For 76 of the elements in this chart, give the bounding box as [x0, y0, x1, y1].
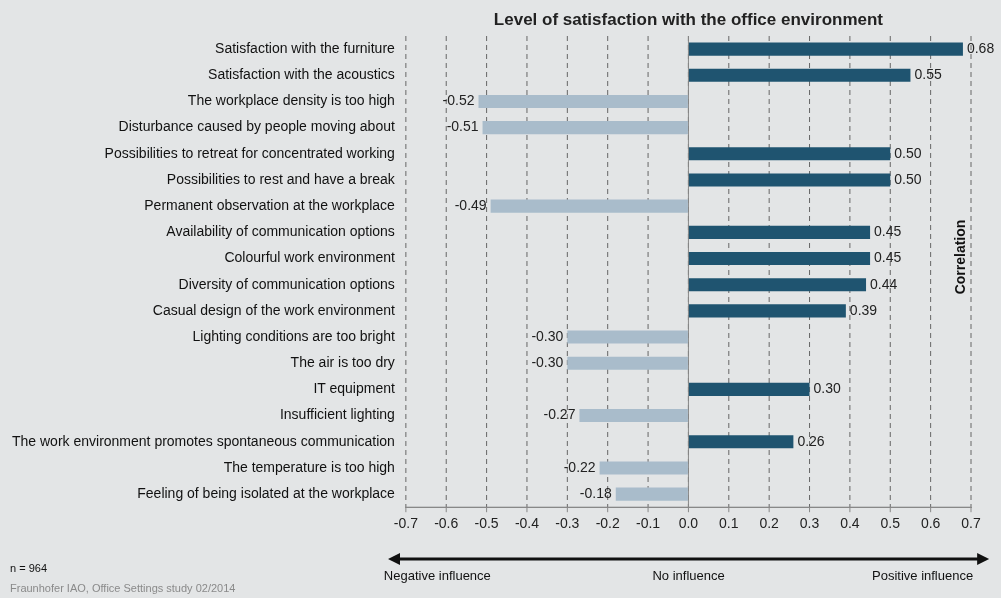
bar — [688, 173, 891, 187]
text: Positive influence — [872, 568, 974, 584]
x-tick-label: -0.7 — [393, 515, 419, 532]
y-tick-label: The workplace density is too high — [187, 92, 395, 109]
bar — [688, 304, 846, 318]
data-label: 0.44 — [870, 275, 898, 292]
bar — [688, 382, 810, 396]
y-tick-label: The temperature is too high — [223, 458, 395, 475]
bar — [567, 330, 688, 344]
data-label: -0.52 — [442, 92, 475, 109]
bar — [688, 42, 963, 56]
bar — [567, 356, 688, 370]
bar — [688, 278, 867, 292]
data-label: 0.30 — [813, 380, 841, 397]
data-label: 0.45 — [874, 223, 902, 240]
data-label: 0.55 — [914, 66, 942, 83]
data-label: -0.30 — [531, 354, 564, 371]
text: No influence — [652, 568, 725, 584]
chart-title: Level of satisfaction with the office environment — [493, 9, 884, 29]
bar — [478, 94, 688, 108]
bar — [482, 121, 688, 135]
x-tick-label: 0.4 — [840, 515, 860, 532]
annotation: Correlation — [952, 219, 969, 297]
bar — [688, 147, 891, 161]
y-tick-label: Insufficient lighting — [279, 406, 395, 423]
x-tick-label: -0.2 — [595, 515, 620, 532]
y-tick-label: Permanent observation at the workplace — [144, 197, 396, 214]
bar — [599, 461, 688, 475]
bar — [688, 225, 871, 239]
y-tick-label: Colourful work environment — [224, 249, 395, 266]
bar — [490, 199, 688, 213]
y-tick-label: Possibilities to retreat for concentrated working — [104, 144, 395, 161]
bar — [579, 409, 688, 423]
x-tick-label: -0.6 — [434, 515, 459, 532]
y-tick-label: The work environment promotes spontaneous communication — [11, 432, 395, 449]
data-label: -0.49 — [454, 197, 487, 214]
data-label: 0.50 — [894, 170, 922, 187]
data-label: -0.22 — [563, 458, 596, 475]
y-tick-label: Availability of communication options — [166, 223, 395, 240]
x-tick-label: 0.1 — [719, 515, 739, 532]
y-tick-label: Possibilities to rest and have a break — [166, 170, 396, 187]
x-tick-label: 0.7 — [961, 515, 981, 532]
x-tick-label: -0.1 — [636, 515, 661, 532]
y-tick-label: Disturbance caused by people moving about — [118, 118, 395, 135]
data-label: 0.50 — [894, 144, 922, 161]
data-label: 0.26 — [797, 432, 825, 449]
x-tick-label: 0.3 — [799, 515, 820, 532]
x-tick-label: -0.4 — [514, 515, 540, 532]
y-tick-label: Casual design of the work environment — [152, 301, 395, 318]
data-label: -0.30 — [531, 327, 564, 344]
y-tick-label: Satisfaction with the furniture — [215, 39, 396, 56]
x-tick-label: -0.5 — [474, 515, 499, 532]
y-tick-label: Satisfaction with the acoustics — [208, 66, 395, 83]
y-tick-label: Diversity of communication options — [178, 275, 395, 292]
bar — [688, 435, 794, 449]
y-tick-label: IT equipment — [313, 380, 395, 397]
y-tick-label: Lighting conditions are too bright — [192, 327, 395, 344]
x-tick-label: 0.5 — [880, 515, 901, 532]
x-tick-label: 0.0 — [678, 515, 699, 532]
data-label: -0.27 — [543, 406, 576, 423]
bar — [688, 251, 871, 266]
data-label: -0.18 — [579, 484, 612, 501]
text: Fraunhofer IAO, Office Settings study 02/2014 — [10, 582, 236, 594]
bar — [615, 487, 688, 501]
bar — [688, 68, 911, 82]
data-label: 0.45 — [874, 249, 902, 266]
x-tick-label: 0.6 — [920, 515, 941, 532]
x-tick-label: 0.2 — [759, 515, 780, 532]
x-tick-label: -0.3 — [555, 515, 580, 532]
data-label: 0.39 — [849, 301, 878, 318]
y-tick-label: The air is too dry — [290, 354, 395, 371]
text: n = 964 — [10, 562, 48, 574]
data-label: -0.51 — [446, 118, 479, 135]
data-label: 0.68 — [966, 39, 995, 56]
text: Negative influence — [383, 568, 491, 584]
y-tick-label: Feeling of being isolated at the workplace — [137, 484, 396, 501]
